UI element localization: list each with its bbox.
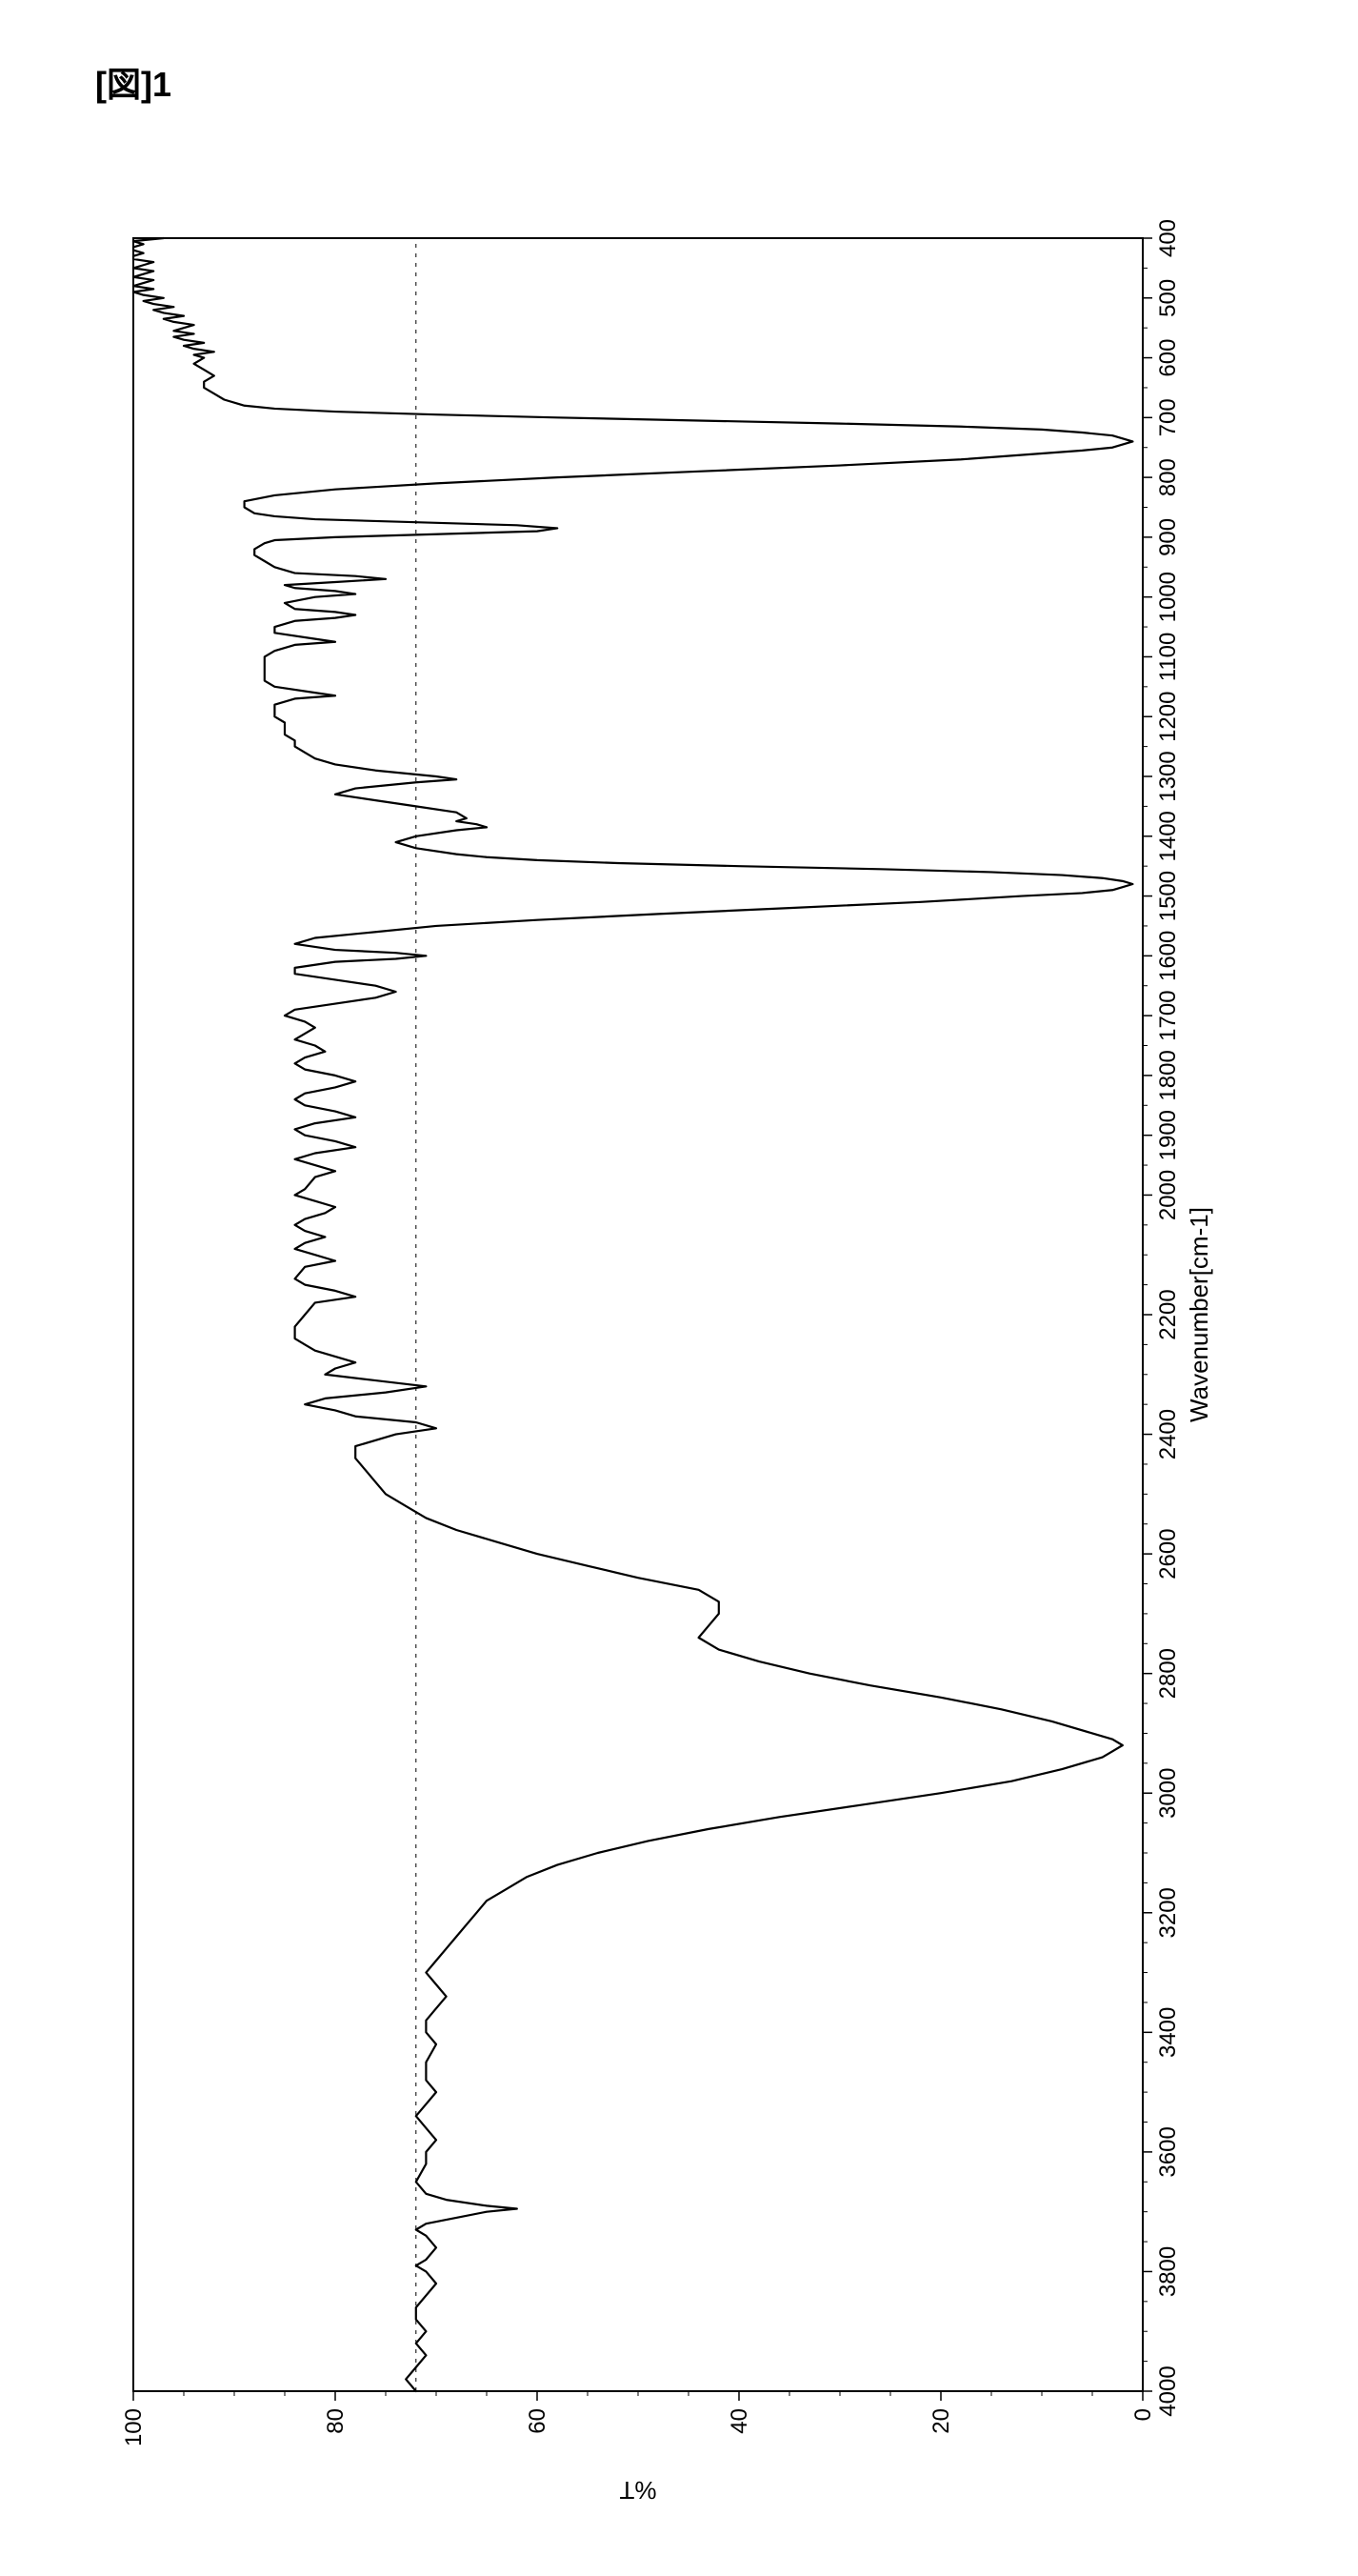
chart-svg: 0 20 40 60 80 100 %T 4000 3800 3600 3400 3200 3000 28… (76, 152, 1314, 2553)
svg-text:3200: 3200 (1155, 1887, 1181, 1938)
svg-text:600: 600 (1155, 339, 1181, 377)
svg-text:3800: 3800 (1155, 2246, 1181, 2297)
svg-text:100: 100 (121, 2408, 147, 2446)
svg-text:3000: 3000 (1155, 1768, 1181, 1819)
svg-text:900: 900 (1155, 518, 1181, 556)
svg-text:1500: 1500 (1155, 871, 1181, 921)
page: [図]1 0 20 40 60 80 100 %T 4000 3800 3600 3400 3200 3… (0, 0, 1358, 2576)
svg-text:3400: 3400 (1155, 2007, 1181, 2058)
svg-text:1100: 1100 (1155, 633, 1181, 682)
svg-text:500: 500 (1155, 279, 1181, 317)
svg-text:2600: 2600 (1155, 1528, 1181, 1579)
svg-text:700: 700 (1155, 398, 1181, 436)
svg-text:0: 0 (1130, 2408, 1156, 2421)
svg-text:1800: 1800 (1155, 1050, 1181, 1100)
svg-text:1200: 1200 (1155, 692, 1181, 742)
svg-text:1400: 1400 (1155, 811, 1181, 861)
svg-text:20: 20 (929, 2408, 954, 2434)
svg-text:2400: 2400 (1155, 1409, 1181, 1459)
svg-text:80: 80 (323, 2408, 349, 2434)
svg-text:400: 400 (1155, 219, 1181, 257)
ir-spectrum-chart: 0 20 40 60 80 100 %T 4000 3800 3600 3400 3200 3000 28… (76, 152, 1314, 2553)
svg-text:1600: 1600 (1155, 931, 1181, 981)
svg-text:2000: 2000 (1155, 1170, 1181, 1220)
svg-text:1900: 1900 (1155, 1110, 1181, 1160)
svg-text:%T: %T (619, 2476, 656, 2505)
svg-text:40: 40 (727, 2408, 752, 2434)
svg-text:1700: 1700 (1155, 990, 1181, 1040)
svg-text:60: 60 (525, 2408, 550, 2434)
svg-text:2200: 2200 (1155, 1289, 1181, 1339)
svg-text:3600: 3600 (1155, 2126, 1181, 2177)
svg-text:Wavenumber[cm-1]: Wavenumber[cm-1] (1185, 1207, 1213, 1422)
svg-text:1000: 1000 (1155, 572, 1181, 622)
figure-label: [図]1 (95, 57, 171, 107)
svg-text:800: 800 (1155, 458, 1181, 496)
svg-text:1300: 1300 (1155, 751, 1181, 801)
svg-text:4000: 4000 (1155, 2365, 1181, 2416)
svg-text:2800: 2800 (1155, 1648, 1181, 1699)
